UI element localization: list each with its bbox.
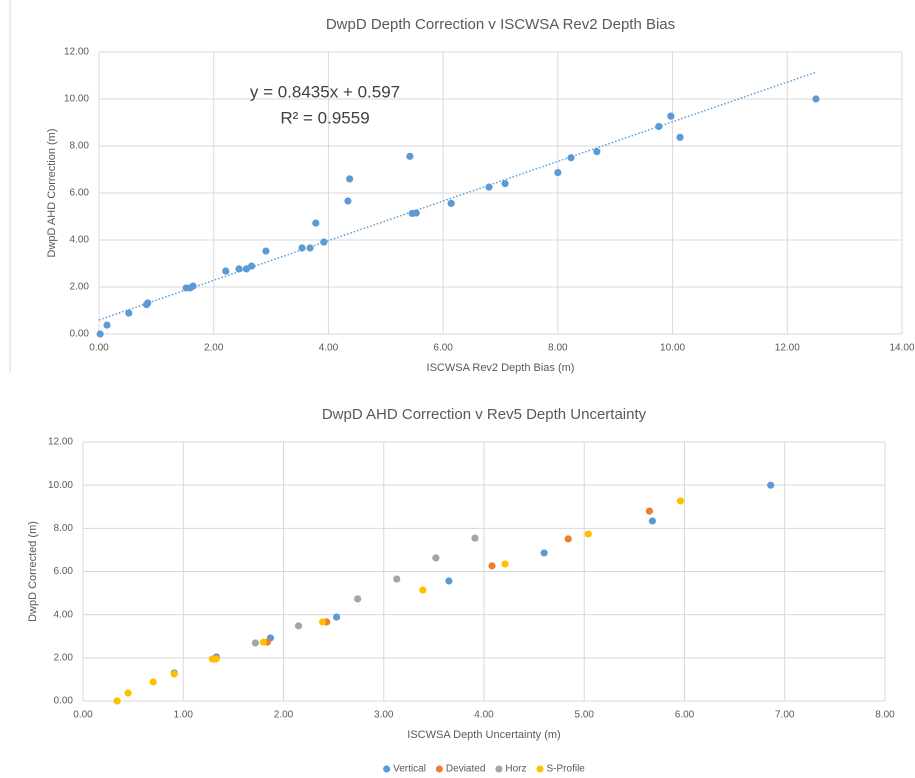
point	[593, 148, 601, 156]
point	[432, 554, 440, 562]
point	[501, 560, 509, 568]
point	[333, 613, 341, 621]
point	[294, 622, 303, 630]
y-tick-label: 6.00	[54, 566, 74, 577]
point	[251, 639, 260, 647]
x-tick-label: 0.00	[73, 710, 93, 721]
y-tick-label: 2.00	[54, 652, 74, 663]
legend-label: Deviated	[446, 764, 485, 775]
x-axis-title: ISCWSA Depth Uncertainty (m)	[407, 729, 560, 741]
point	[125, 309, 133, 317]
legend-label: Horz	[505, 764, 526, 775]
point	[103, 321, 111, 329]
point	[488, 562, 496, 570]
x-tick-label: 10.00	[660, 343, 685, 354]
point	[767, 481, 775, 489]
point	[419, 586, 427, 594]
x-tick-label: 6.00	[675, 710, 695, 721]
x-tick-label: 4.00	[319, 343, 339, 354]
point	[320, 238, 328, 246]
y-tick-label: 0.00	[70, 329, 90, 340]
chart-title: DwpD Depth Correction v ISCWSA Rev2 Dept…	[326, 16, 675, 33]
point	[812, 95, 820, 103]
point	[212, 655, 220, 663]
point	[346, 175, 354, 183]
point	[222, 267, 230, 275]
trendline-r2: R² = 0.9559	[280, 108, 369, 127]
point	[170, 670, 178, 678]
point	[554, 168, 562, 177]
y-tick-label: 0.00	[54, 696, 74, 707]
point	[584, 530, 592, 538]
y-tick-label: 4.00	[54, 609, 74, 620]
legend-marker	[435, 765, 443, 773]
x-tick-label: 8.00	[875, 710, 895, 721]
legend-marker	[495, 765, 503, 773]
y-tick-label: 10.00	[64, 94, 89, 105]
point	[648, 517, 657, 525]
point	[676, 497, 685, 505]
trendline	[98, 71, 817, 321]
point	[113, 697, 121, 705]
x-tick-label: 14.00	[889, 343, 914, 354]
y-tick-label: 12.00	[48, 437, 73, 448]
y-tick-label: 2.00	[70, 282, 90, 293]
legend-label: Vertical	[393, 764, 426, 775]
x-tick-label: 5.00	[575, 710, 595, 721]
y-tick-label: 8.00	[54, 523, 74, 534]
point	[144, 299, 152, 307]
point	[247, 262, 256, 270]
point	[318, 618, 327, 626]
x-tick-label: 6.00	[433, 343, 453, 354]
point	[567, 154, 575, 162]
x-tick-label: 4.00	[474, 710, 494, 721]
x-axis-title: ISCWSA Rev2 Depth Bias (m)	[427, 362, 575, 374]
chart-title: DwpD AHD Correction v Rev5 Depth Uncerta…	[322, 406, 647, 423]
y-tick-label: 8.00	[70, 141, 90, 152]
y-tick-label: 4.00	[70, 235, 90, 246]
point	[667, 112, 675, 120]
y-tick-label: 12.00	[64, 47, 89, 58]
point	[645, 507, 654, 515]
point	[471, 534, 479, 542]
legend-label: S-Profile	[547, 764, 586, 775]
point	[676, 133, 684, 141]
legend-marker	[383, 765, 391, 773]
x-tick-label: 8.00	[548, 343, 568, 354]
x-tick-label: 12.00	[775, 343, 800, 354]
point	[406, 152, 414, 160]
point	[445, 577, 453, 585]
point	[485, 183, 493, 191]
x-tick-label: 1.00	[174, 710, 194, 721]
legend-marker	[536, 765, 544, 773]
point	[564, 535, 572, 543]
y-tick-label: 10.00	[48, 480, 73, 491]
trendline-equation: y = 0.8435x + 0.597	[250, 82, 400, 101]
point	[501, 180, 509, 188]
point	[149, 678, 157, 686]
point	[354, 595, 362, 603]
point	[96, 330, 104, 338]
point	[124, 689, 132, 697]
point	[447, 199, 455, 207]
point	[189, 282, 197, 290]
point	[540, 549, 548, 557]
x-tick-label: 7.00	[775, 710, 795, 721]
point	[262, 247, 270, 255]
point	[344, 197, 352, 205]
x-tick-label: 0.00	[89, 343, 109, 354]
x-tick-label: 2.00	[274, 710, 294, 721]
point	[259, 638, 268, 646]
x-tick-label: 2.00	[204, 343, 224, 354]
point	[312, 219, 320, 227]
y-axis-title: DwpD AHD Correction (m)	[46, 129, 58, 258]
x-tick-label: 3.00	[374, 710, 394, 721]
point	[298, 244, 306, 252]
y-axis-title: DwpD Corrected (m)	[27, 521, 39, 622]
y-tick-label: 6.00	[70, 188, 90, 199]
point	[235, 265, 243, 273]
point	[393, 575, 401, 583]
